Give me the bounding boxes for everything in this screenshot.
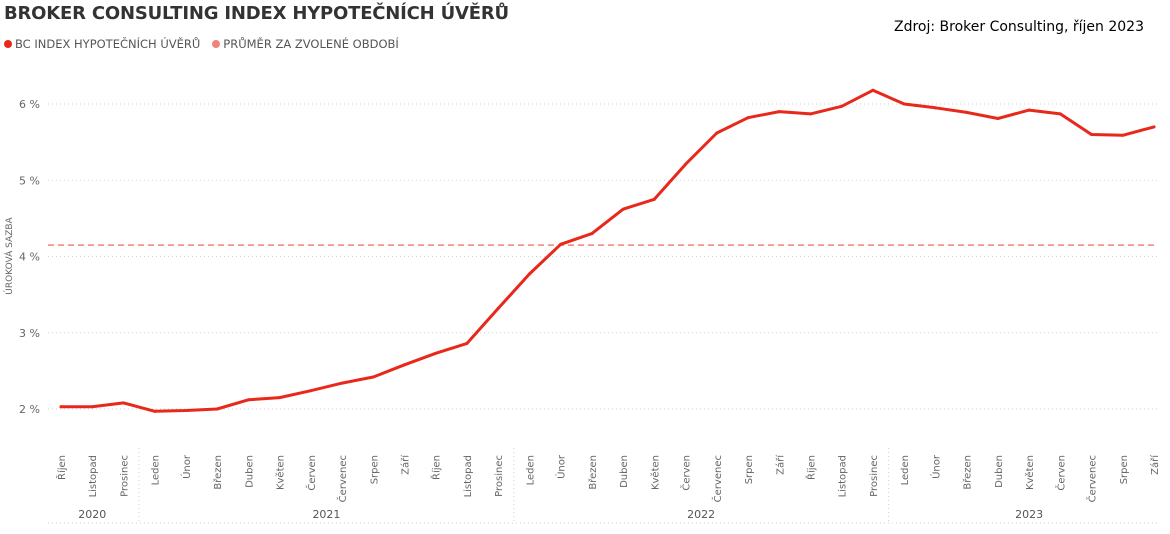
x-tick-label: Květen — [1024, 455, 1036, 490]
data-point — [246, 398, 250, 402]
x-tick-label: Prosinec — [869, 455, 880, 497]
x-tick-label: Leden — [900, 455, 911, 485]
legend-item-index[interactable]: BC INDEX HYPOTEČNÍCH ÚVĚRŮ — [4, 37, 200, 51]
x-tick-label: Září — [1149, 454, 1161, 475]
x-tick-label: Květen — [649, 455, 661, 490]
x-tick-label: Květen — [275, 455, 287, 490]
data-point — [215, 407, 219, 411]
x-tick-label: Únor — [929, 454, 942, 479]
data-point — [902, 102, 906, 106]
x-tick-label: Říjen — [804, 455, 817, 480]
legend-item-average[interactable]: PRŮMĚR ZA ZVOLENÉ OBDOBÍ — [212, 37, 399, 51]
y-axis-title: ÚROKOVÁ SAZBA — [3, 216, 15, 294]
data-point — [309, 389, 313, 393]
y-tick-label: 3 % — [19, 327, 40, 340]
data-point — [715, 131, 719, 135]
data-point — [840, 104, 844, 108]
data-point — [965, 110, 969, 114]
data-point — [1121, 133, 1125, 137]
source-note: Zdroj: Broker Consulting, říjen 2023 — [893, 19, 1144, 35]
data-point — [808, 112, 812, 116]
data-point — [1058, 112, 1062, 116]
x-tick-label: Listopad — [88, 455, 99, 497]
x-tick-label: Srpen — [1119, 455, 1130, 484]
data-point — [1152, 125, 1156, 129]
y-tick-label: 2 % — [19, 403, 40, 416]
data-point — [777, 110, 781, 114]
data-point — [121, 401, 125, 405]
data-point — [684, 162, 688, 166]
x-tick-label: Prosinec — [494, 455, 505, 497]
x-tick-label: Únor — [555, 454, 568, 479]
legend-label-average: PRŮMĚR ZA ZVOLENÉ OBDOBÍ — [223, 37, 399, 51]
data-point — [496, 306, 500, 310]
data-point — [996, 116, 1000, 120]
x-tick-label: Prosinec — [119, 455, 130, 497]
x-tick-label: Září — [774, 454, 786, 475]
data-point — [340, 381, 344, 385]
x-tick-label: Leden — [151, 455, 162, 485]
x-tick-label: Červen — [680, 455, 693, 491]
data-point — [90, 405, 94, 409]
x-tick-label: Duben — [994, 455, 1005, 488]
data-point — [465, 341, 469, 345]
x-tick-label: Červenec — [711, 455, 724, 502]
year-label: 2023 — [1015, 508, 1043, 521]
y-tick-label: 4 % — [19, 251, 40, 264]
data-point — [434, 351, 438, 355]
x-tick-label: Červen — [1054, 455, 1067, 491]
legend-dot-average — [212, 40, 221, 48]
data-point — [1027, 108, 1031, 112]
x-tick-label: Červenec — [336, 455, 349, 502]
x-tick-label: Srpen — [744, 455, 755, 484]
data-point — [746, 116, 750, 120]
y-tick-label: 6 % — [19, 98, 40, 111]
data-point — [278, 396, 282, 400]
year-label: 2022 — [687, 508, 715, 521]
data-point — [1090, 133, 1094, 136]
data-point — [559, 242, 563, 246]
x-tick-label: Říjen — [430, 455, 443, 480]
x-tick-label: Březen — [212, 455, 224, 490]
x-tick-label: Březen — [962, 455, 974, 490]
x-tick-label: Duben — [619, 455, 630, 488]
data-point — [590, 232, 594, 236]
series-line — [59, 88, 1156, 413]
chart-title: BROKER CONSULTING INDEX HYPOTEČNÍCH ÚVĚR… — [4, 3, 509, 24]
data-point — [153, 409, 157, 413]
x-tick-label: Únor — [180, 454, 193, 479]
x-tick-label: Červenec — [1086, 455, 1099, 502]
data-point — [933, 106, 937, 110]
year-label: 2020 — [78, 508, 106, 521]
legend: BC INDEX HYPOTEČNÍCH ÚVĚRŮ PRŮMĚR ZA ZVO… — [4, 37, 411, 51]
x-tick-label: Duben — [244, 455, 255, 488]
data-point — [621, 207, 625, 211]
data-point — [652, 197, 656, 201]
data-point — [403, 363, 407, 367]
legend-label-index: BC INDEX HYPOTEČNÍCH ÚVĚRŮ — [15, 37, 201, 51]
x-tick-label: Září — [400, 454, 412, 475]
x-tick-label: Březen — [587, 455, 599, 490]
legend-dot-index — [4, 40, 12, 48]
data-point — [871, 88, 875, 92]
year-label: 2021 — [312, 508, 340, 521]
x-tick-label: Říjen — [55, 455, 68, 480]
data-point — [371, 375, 375, 379]
x-tick-label: Červen — [305, 455, 318, 491]
data-point — [527, 272, 531, 276]
x-tick-label: Srpen — [369, 455, 380, 484]
x-tick-label: Listopad — [463, 455, 474, 497]
x-tick-label: Leden — [525, 455, 536, 485]
data-point — [184, 409, 188, 413]
y-tick-label: 5 % — [19, 174, 40, 187]
x-tick-label: Listopad — [838, 455, 849, 497]
data-point — [59, 405, 63, 409]
